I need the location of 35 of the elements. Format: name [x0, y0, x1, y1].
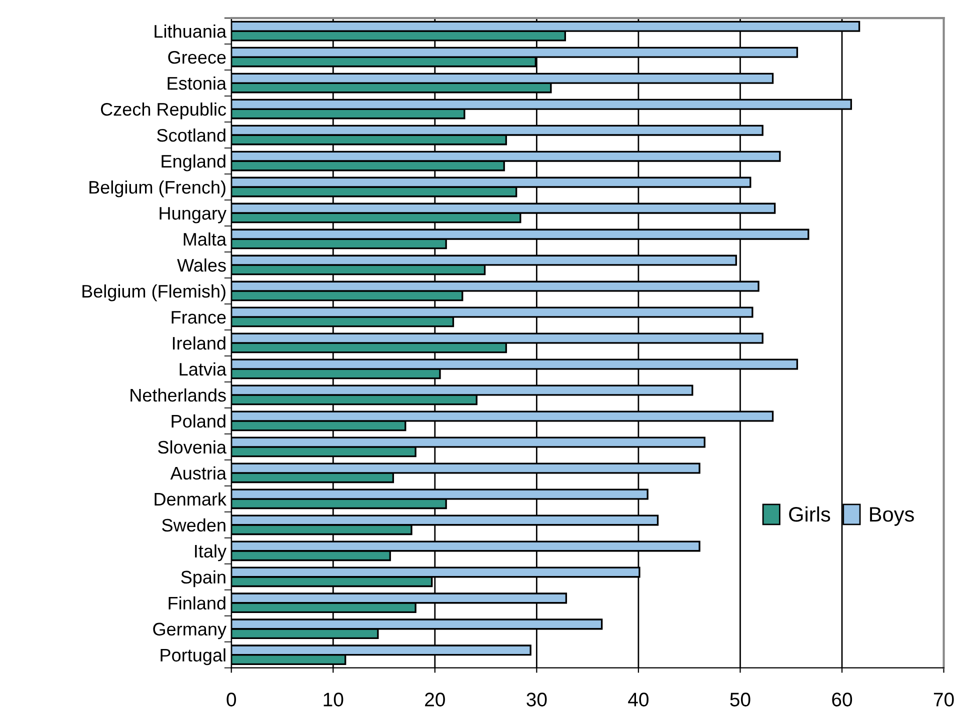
x-tick-label: 50 [730, 692, 750, 706]
x-tick-label: 40 [628, 692, 648, 706]
y-tick-label: Wales [177, 258, 226, 272]
y-tick-label: Poland [172, 414, 226, 428]
y-tick-label: Latvia [180, 362, 226, 376]
y-tick-label: Scotland [157, 128, 226, 142]
y-tick-label: Hungary [160, 207, 226, 224]
x-tick-label: 60 [832, 692, 852, 706]
y-tick-label: Germany [153, 622, 226, 640]
x-tick-label: 10 [324, 692, 344, 706]
x-tick-label: 20 [425, 692, 445, 706]
y-tick-label: Netherlands [130, 388, 226, 402]
y-tick-label: Finland [168, 596, 226, 610]
x-tick-label: 70 [934, 692, 954, 706]
y-tick-label: Austria [170, 466, 226, 480]
y-tick-label: Belgium (Flemish) [82, 284, 226, 302]
y-tick-label: Czech Republic [100, 102, 226, 120]
legend-label: Boys [870, 507, 914, 526]
y-tick-label: Belgium (French) [90, 180, 226, 198]
y-tick-label: Estonia [168, 76, 226, 90]
y-tick-label: Lithuania [154, 24, 227, 38]
y-tick-label: Spain [181, 570, 226, 588]
y-tick-label: France [172, 311, 226, 324]
x-tick-label: 0 [226, 692, 236, 706]
x-tick-label: 30 [526, 692, 547, 706]
legend-label: Girls [789, 506, 830, 522]
y-tick-label: Malta [184, 232, 226, 246]
y-tick-label: Portugal [160, 648, 226, 666]
y-tick-label: Sweden [162, 518, 226, 532]
y-tick-label: Slovenia [158, 440, 226, 454]
y-tick-label: Greece [168, 50, 226, 64]
y-tick-label: Ireland [172, 336, 226, 350]
y-tick-label: England [162, 154, 226, 172]
y-tick-label: Italy [195, 544, 226, 562]
y-tick-label: Denmark [154, 492, 227, 506]
